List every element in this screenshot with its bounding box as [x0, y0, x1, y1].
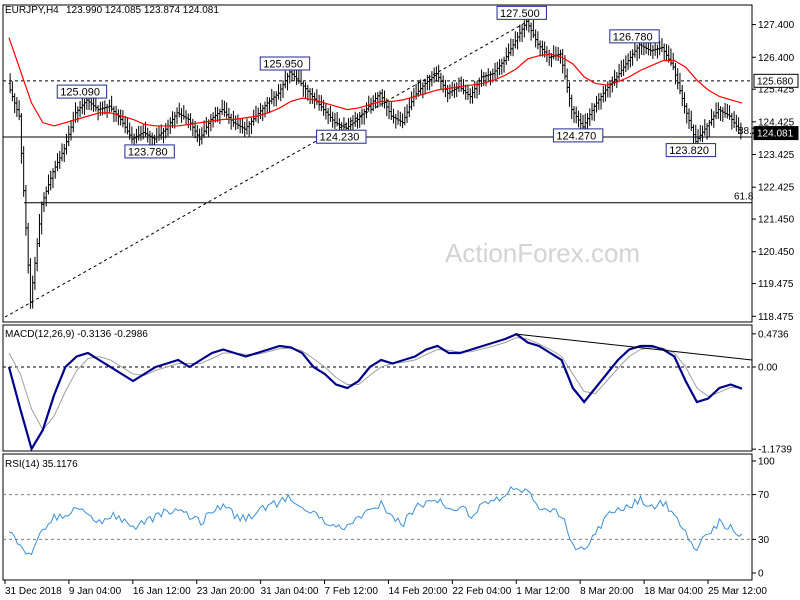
level-label-text: 125.090 [60, 87, 100, 99]
time-tick-label: 23 Jan 20:00 [197, 586, 255, 597]
fib-label-38-2: 38.2 [738, 126, 758, 137]
price-bar [739, 122, 743, 140]
level-label-box [124, 144, 175, 159]
level-label: 124.270 [552, 128, 604, 143]
price-tick-label: 121.450 [758, 215, 795, 226]
moving-average-line [8, 37, 743, 127]
price-tick-label: 118.475 [758, 312, 794, 323]
fib-label-61-8: 61.8 [734, 192, 754, 203]
level-label-text: 124.230 [320, 132, 360, 144]
time-tick-label: 18 Mar 04:00 [644, 586, 703, 597]
price-tag-box [753, 126, 799, 141]
time-tick-label: 7 Feb 12:00 [325, 586, 379, 597]
chart-frames [2, 4, 753, 581]
rsi-panel: 100 70 30 0 [3, 457, 775, 580]
level-label-text: 127.500 [500, 8, 540, 20]
time-tick-label: 8 Mar 20:00 [580, 586, 634, 597]
time-tick-label: 31 Dec 2018 [5, 586, 62, 597]
price-lines [8, 37, 743, 127]
rsi-title: RSI(14) 35.1176 [5, 459, 78, 470]
level-label-box [496, 5, 547, 20]
chart-ohlc: 123.990 124.085 123.874 124.081 [66, 5, 219, 16]
level-label: 125.950 [259, 56, 311, 71]
price-axis: 127.400 126.400 125.425 124.425 123.425 122.4… [752, 20, 799, 323]
price-tag-text: 125.680 [757, 76, 794, 87]
level-label: 123.780 [124, 144, 175, 159]
main-reference-lines [3, 20, 752, 318]
price-tick-label: 120.450 [758, 247, 795, 258]
price-tick-label: 123.425 [758, 150, 795, 161]
price-tag-text: 124.081 [757, 129, 794, 140]
price-tag: 125.680 [753, 73, 799, 88]
panel-frame-3 [2, 453, 753, 581]
level-label-box [609, 29, 660, 44]
time-tick-label: 9 Jan 04:00 [69, 586, 122, 597]
price-tick-label: 119.475 [758, 279, 794, 290]
trendline [4, 20, 528, 318]
price-tick-label: 127.400 [758, 20, 795, 31]
level-annotations: 125.090 125.950 127.500 126.780 124.230 124.2… [56, 5, 758, 203]
time-tick-label: 14 Feb 20:00 [388, 586, 447, 597]
level-label-box [259, 56, 311, 71]
level-label-text: 126.780 [613, 31, 653, 43]
price-tag: 124.081 [753, 126, 799, 141]
level-label-box [552, 128, 604, 143]
price-tag-box [753, 73, 799, 88]
level-label-box [316, 129, 367, 144]
time-tick-label: 22 Feb 04:00 [452, 586, 511, 597]
macd-panel: 0.4736 0.00 -1.1739 [3, 329, 792, 456]
chart-title: EURJPY,H4 [5, 5, 59, 16]
watermark: ActionForex.com [445, 238, 640, 268]
level-label-text: 123.820 [669, 145, 709, 157]
macd-tick-label: 0.4736 [758, 329, 789, 340]
level-label-box [665, 143, 717, 158]
time-axis: 31 Dec 2018 9 Jan 04:00 16 Jan 12:00 23 Jan… [4, 580, 767, 597]
panel-frame-2 [2, 324, 753, 452]
level-label-box [56, 84, 108, 99]
macd-tick-label: 0.00 [758, 363, 778, 374]
level-label: 127.500 [496, 5, 547, 20]
price-tick-label: 126.400 [758, 53, 795, 64]
level-label: 124.230 [316, 129, 367, 144]
time-tick-label: 16 Jan 12:00 [133, 586, 191, 597]
time-tick-label: 1 Mar 12:00 [516, 586, 570, 597]
level-label-text: 123.780 [128, 146, 168, 158]
price-tick-label: 122.425 [758, 183, 795, 194]
level-label: 125.090 [56, 84, 108, 99]
level-label-text: 124.270 [556, 130, 596, 142]
price-tick-label: 125.425 [758, 85, 795, 96]
macd-divergence-line [516, 333, 753, 361]
rsi-line [8, 486, 743, 556]
rsi-tick-label: 30 [758, 535, 770, 546]
level-label: 123.820 [665, 143, 717, 158]
level-label-text: 125.950 [263, 58, 303, 70]
price-tick-label: 124.425 [758, 117, 795, 128]
rsi-tick-label: 100 [758, 457, 775, 468]
level-label: 126.780 [609, 29, 660, 44]
macd-line [7, 332, 743, 452]
macd-tick-label: -1.1739 [758, 445, 792, 456]
rsi-tick-label: 0 [758, 569, 764, 580]
macd-title: MACD(12,26,9) -0.3136 -0.2986 [5, 329, 148, 340]
macd-signal-line [8, 337, 743, 431]
time-tick-label: 25 Mar 12:00 [708, 586, 767, 597]
rsi-tick-label: 70 [758, 490, 770, 501]
time-tick-label: 31 Jan 04:00 [261, 586, 319, 597]
panel-frame-1 [2, 4, 753, 323]
